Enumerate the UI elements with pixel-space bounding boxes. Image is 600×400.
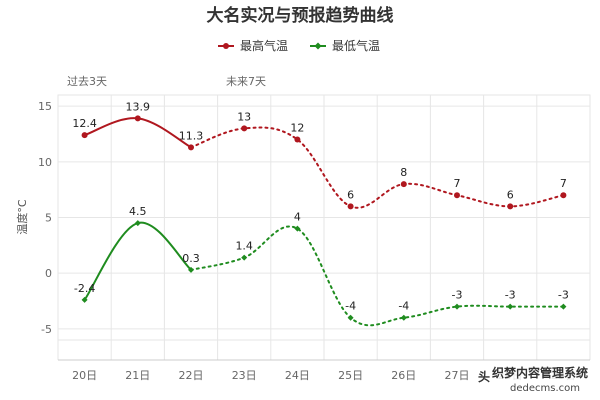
data-label-min: 0.3	[182, 252, 200, 265]
data-point-min[interactable]	[400, 314, 407, 321]
x-tick-label: 20日	[72, 369, 97, 382]
data-label-min: -4	[345, 300, 356, 313]
data-point-min[interactable]	[454, 303, 460, 310]
x-tick-label: 24日	[285, 369, 310, 382]
data-point-max[interactable]	[241, 125, 248, 132]
legend-item-max[interactable]: 最高气温	[218, 38, 288, 53]
series-line-min-past	[83, 221, 192, 301]
watermark-background	[486, 364, 592, 394]
y-tick-label: -5	[41, 323, 52, 336]
data-label-max: 12	[290, 122, 304, 135]
y-tick-label: 10	[38, 156, 52, 169]
data-label-min: -3	[558, 289, 569, 302]
chart-title: 大名实况与预报趋势曲线	[207, 5, 394, 26]
data-point-min[interactable]	[507, 303, 514, 310]
data-labels: 12.4 13.9 11.3 13 12 6 8 7 6 7 -2.4 4.5 0.3 1.4 4 -4 -4 -…	[72, 100, 569, 312]
x-tick-label: 26日	[391, 369, 416, 382]
series	[81, 115, 567, 327]
series-line-min-forecast	[190, 225, 565, 327]
x-tick-label: 21日	[125, 369, 150, 382]
data-label-max: 7	[454, 177, 461, 190]
data-label-max: 6	[507, 188, 514, 201]
grid	[57, 94, 591, 360]
data-label-min: -3	[505, 289, 516, 302]
data-label-min: 4	[294, 211, 301, 224]
data-point-min[interactable]	[81, 296, 88, 303]
data-label-max: 11.3	[179, 129, 204, 142]
y-axis-label: 温度°C	[15, 199, 29, 234]
data-point-max[interactable]	[400, 181, 407, 188]
watermark: 头 织梦内容管理系统 dedecms.com	[478, 364, 592, 394]
data-point-max[interactable]	[560, 192, 567, 199]
data-point-min[interactable]	[241, 254, 248, 261]
series-line-max-past	[84, 117, 192, 149]
data-point-min[interactable]	[134, 220, 141, 227]
data-point-min[interactable]	[294, 225, 301, 232]
data-point-min[interactable]	[560, 303, 567, 310]
period-label-past: 过去3天	[67, 75, 107, 88]
series-line-max-forecast	[190, 126, 565, 209]
legend[interactable]: 最高气温 最低气温	[218, 38, 380, 53]
data-label-max: 13.9	[126, 100, 151, 113]
legend-item-min[interactable]: 最低气温	[310, 38, 380, 53]
x-tick-label: 25日	[338, 369, 363, 382]
x-tick-label: 22日	[179, 369, 204, 382]
data-point-max[interactable]	[81, 132, 88, 139]
data-label-max: 8	[400, 166, 407, 179]
y-tick-label: 15	[38, 100, 52, 113]
watermark-brand: 织梦内容管理系统	[492, 365, 588, 380]
data-point-min[interactable]	[347, 314, 354, 321]
data-point-max[interactable]	[507, 203, 514, 210]
y-tick-label: 5	[45, 212, 52, 225]
legend-marker-min	[314, 42, 322, 50]
data-point-max[interactable]	[454, 192, 460, 199]
data-point-max[interactable]	[294, 136, 301, 143]
x-tick-label: 23日	[232, 369, 257, 382]
data-label-min: -4	[398, 300, 409, 313]
legend-label-max: 最高气温	[240, 38, 288, 53]
data-label-max: 13	[237, 110, 251, 123]
y-tick-label: 0	[45, 267, 52, 280]
data-point-max[interactable]	[134, 115, 141, 122]
data-label-max: 6	[347, 188, 354, 201]
data-point-max[interactable]	[347, 203, 354, 210]
legend-label-min: 最低气温	[332, 38, 380, 53]
data-label-min: 4.5	[129, 205, 147, 218]
data-point-max[interactable]	[188, 144, 194, 151]
data-label-max: 7	[560, 177, 567, 190]
data-point-min[interactable]	[188, 266, 194, 273]
legend-marker-max	[223, 43, 229, 49]
watermark-url: dedecms.com	[510, 383, 580, 394]
data-label-min: -2.4	[74, 282, 95, 295]
period-label-future: 未来7天	[226, 75, 266, 88]
x-tick-label: 27日	[445, 369, 470, 382]
data-label-min: -3	[452, 289, 463, 302]
data-label-min: 1.4	[235, 240, 253, 253]
data-label-max: 12.4	[72, 117, 97, 130]
watermark-prefix: 头	[478, 369, 490, 384]
